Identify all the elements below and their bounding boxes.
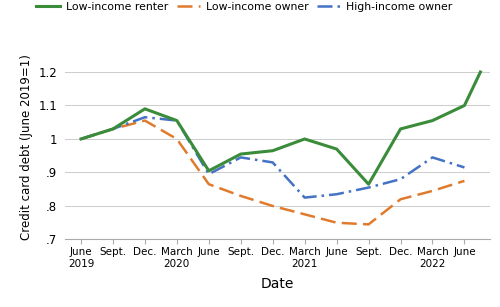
- Low-income owner: [142, 119, 148, 122]
- Low-income renter: [174, 119, 180, 122]
- Low-income owner: [270, 204, 276, 208]
- High-income owner: [366, 186, 372, 189]
- High-income owner: [142, 115, 148, 119]
- Low-income owner: [78, 137, 84, 141]
- High-income owner: [270, 161, 276, 164]
- Line: Low-income renter: Low-income renter: [81, 72, 480, 184]
- Low-income owner: [238, 194, 244, 198]
- Low-income renter: [238, 152, 244, 156]
- High-income owner: [174, 119, 180, 122]
- Low-income renter: [398, 127, 404, 131]
- High-income owner: [206, 172, 212, 176]
- Low-income renter: [334, 147, 340, 151]
- Low-income renter: [366, 182, 372, 186]
- Low-income renter: [206, 169, 212, 173]
- Low-income renter: [142, 107, 148, 111]
- High-income owner: [398, 177, 404, 181]
- Low-income renter: [78, 137, 84, 141]
- Low-income owner: [206, 182, 212, 186]
- Low-income renter: [270, 149, 276, 153]
- High-income owner: [430, 156, 436, 159]
- Low-income owner: [334, 221, 340, 224]
- Low-income owner: [398, 197, 404, 201]
- Low-income owner: [302, 212, 308, 216]
- High-income owner: [462, 165, 468, 169]
- Y-axis label: Credit card debt (June 2019=1): Credit card debt (June 2019=1): [20, 54, 33, 240]
- Low-income renter: [430, 119, 436, 122]
- Low-income renter: [302, 137, 308, 141]
- Low-income owner: [174, 137, 180, 141]
- High-income owner: [238, 156, 244, 159]
- Line: Low-income owner: Low-income owner: [81, 121, 464, 224]
- High-income owner: [78, 137, 84, 141]
- High-income owner: [334, 192, 340, 196]
- Line: High-income owner: High-income owner: [81, 117, 464, 198]
- X-axis label: Date: Date: [261, 277, 294, 291]
- Low-income owner: [366, 223, 372, 226]
- Low-income renter: [110, 127, 116, 131]
- Low-income owner: [110, 127, 116, 131]
- High-income owner: [110, 127, 116, 131]
- Low-income owner: [462, 179, 468, 183]
- Low-income renter: [478, 70, 484, 74]
- High-income owner: [302, 196, 308, 200]
- Low-income owner: [430, 189, 436, 193]
- Legend: Low-income renter, Low-income owner, High-income owner: Low-income renter, Low-income owner, Hig…: [36, 2, 453, 12]
- Low-income renter: [462, 104, 468, 107]
